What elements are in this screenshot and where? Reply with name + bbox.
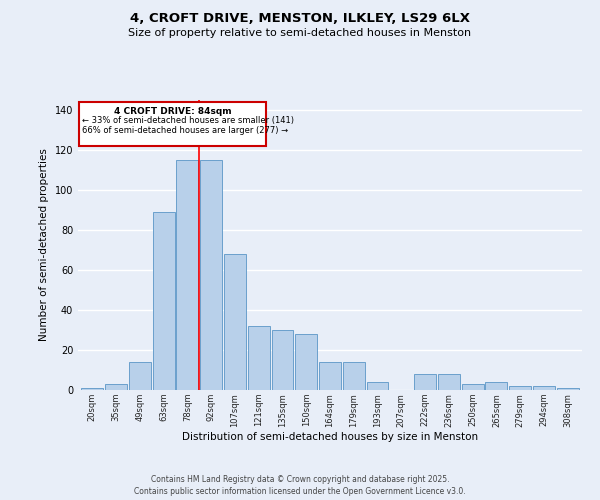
Bar [462,384,484,390]
Bar [438,374,460,390]
Bar [533,386,555,390]
Bar [200,160,222,390]
Bar [176,160,198,390]
Bar [343,362,365,390]
Text: 4, CROFT DRIVE, MENSTON, ILKLEY, LS29 6LX: 4, CROFT DRIVE, MENSTON, ILKLEY, LS29 6L… [130,12,470,26]
Text: Size of property relative to semi-detached houses in Menston: Size of property relative to semi-detach… [128,28,472,38]
Text: 4 CROFT DRIVE: 84sqm: 4 CROFT DRIVE: 84sqm [113,107,232,116]
Text: ← 33% of semi-detached houses are smaller (141): ← 33% of semi-detached houses are smalle… [82,116,293,125]
Bar [105,384,127,390]
Bar [295,334,317,390]
Bar [152,212,175,390]
Bar [367,382,388,390]
Bar [414,374,436,390]
Text: 66% of semi-detached houses are larger (277) →: 66% of semi-detached houses are larger (… [82,126,287,135]
Text: Contains HM Land Registry data © Crown copyright and database right 2025.
Contai: Contains HM Land Registry data © Crown c… [134,475,466,496]
Bar [82,388,103,390]
X-axis label: Distribution of semi-detached houses by size in Menston: Distribution of semi-detached houses by … [182,432,478,442]
Bar [557,388,578,390]
Bar [509,386,531,390]
Bar [319,362,341,390]
Bar [224,254,246,390]
Bar [272,330,293,390]
Bar [248,326,269,390]
Bar [485,382,508,390]
Y-axis label: Number of semi-detached properties: Number of semi-detached properties [39,148,49,342]
FancyBboxPatch shape [79,102,266,146]
Bar [129,362,151,390]
